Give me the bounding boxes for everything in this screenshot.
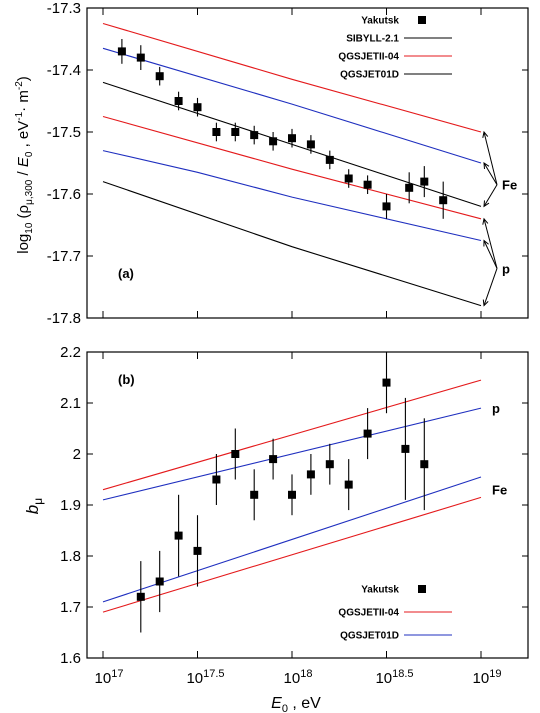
data-point	[288, 134, 296, 143]
series-line-sibyll-2.1-p	[102, 181, 482, 307]
y-tick-label: 2.1	[60, 395, 81, 412]
annotation-arrowhead	[483, 162, 490, 170]
data-point	[155, 72, 164, 81]
data-point	[405, 183, 414, 192]
annotation-arrow	[483, 184, 498, 207]
y-axis-label: bμ	[23, 498, 45, 514]
data-point	[344, 174, 353, 183]
data-point	[401, 444, 410, 453]
legend-label: SIBYLL-2.1	[346, 34, 399, 45]
annotation-arrow	[483, 218, 498, 269]
data-point	[382, 202, 391, 211]
data-point	[269, 455, 278, 464]
x-tick-label: 1018.5	[375, 668, 413, 687]
data-point	[306, 470, 315, 479]
annotation-label: p	[492, 401, 500, 416]
data-point	[212, 475, 221, 484]
data-point	[174, 97, 183, 105]
data-point	[382, 378, 391, 387]
series-line-qgsjet01d-fe	[102, 47, 482, 164]
plot-frame	[86, 351, 529, 659]
x-tick-label: 1019	[473, 668, 502, 687]
legend-label: QGSJET01D	[340, 70, 399, 81]
legend-label: QGSJETII-04	[338, 608, 399, 619]
legend-marker	[418, 16, 426, 24]
series-line-qgsjet01d-p	[102, 407, 482, 501]
data-point	[363, 180, 372, 189]
data-point	[136, 592, 145, 601]
annotation-label: p	[502, 261, 510, 276]
y-tick-label: -17.4	[47, 62, 81, 79]
data-point	[136, 53, 145, 62]
y-tick-label: 1.9	[60, 497, 81, 514]
legend-label: QGSJET01D	[340, 631, 399, 642]
panel-label: (a)	[118, 266, 134, 281]
panel-b: 2.2 2.1 2 1.9 1.8 1.7 1.6 Yakutsk QGSJETII-04 QGS…	[23, 344, 529, 713]
data-point	[325, 460, 334, 469]
annotation-arrow	[483, 162, 498, 185]
data-point	[325, 155, 334, 164]
annotation-label: Fe	[502, 178, 517, 193]
data-point	[193, 103, 202, 112]
annotation-arrowhead	[482, 130, 489, 138]
series-line-qgsjetii-04-fe	[102, 22, 482, 133]
x-tick-label: 1018	[284, 668, 313, 687]
data-point	[231, 128, 240, 136]
data-point	[117, 47, 126, 56]
x-tick-label: 1017	[95, 668, 124, 687]
plot-frame	[86, 7, 529, 319]
data-point	[420, 460, 429, 469]
panel-label: (b)	[118, 372, 135, 387]
panel-a: -17.3 -17.4 -17.5 -17.6 -17.7 -17.8 Yakutsk SIB…	[14, 0, 529, 327]
legend-label: Yakutsk	[361, 585, 399, 596]
series-line-qgsjet01d-fe	[102, 476, 482, 603]
annotation-arrowhead	[482, 217, 489, 225]
data-point	[231, 450, 240, 458]
series-line-qgsjetii-04-p	[102, 379, 482, 491]
y-tick-label: 1.7	[60, 599, 81, 616]
y-tick-label: -17.7	[47, 248, 81, 265]
y-tick-label: 2.2	[60, 344, 81, 361]
legend-label: Yakutsk	[361, 16, 399, 27]
y-tick-label: 2	[73, 446, 81, 463]
annotation-arrowhead	[483, 200, 490, 208]
data-point	[212, 128, 221, 136]
annotation-arrow	[483, 240, 498, 269]
annotation-arrow	[483, 268, 498, 306]
legend-label: QGSJETII-04	[338, 52, 399, 63]
annotation-arrowhead	[482, 299, 489, 307]
data-point	[344, 480, 353, 489]
annotation-label: Fe	[492, 483, 507, 498]
y-tick-label: -17.8	[47, 310, 81, 327]
y-tick-label: -17.5	[47, 124, 81, 141]
y-tick-label: -17.6	[47, 186, 81, 203]
y-tick-label: -17.3	[47, 0, 81, 17]
data-point	[250, 490, 259, 499]
series-line-qgsjetii-04-p	[102, 115, 482, 220]
data-point	[269, 137, 278, 146]
series-line-qgsjetii-04-fe	[102, 496, 482, 613]
data-point	[363, 429, 372, 438]
y-tick-label: 1.6	[60, 650, 81, 667]
y-axis-label: log10 (ρμ,300 / E0 , eV-1· m-2)	[14, 76, 35, 254]
data-point	[439, 196, 448, 205]
data-point	[193, 546, 202, 555]
data-point	[420, 177, 429, 186]
data-point	[250, 131, 259, 140]
x-axis-label: E0 , eV	[271, 695, 321, 713]
data-point	[288, 490, 296, 499]
data-point	[174, 531, 183, 540]
legend-marker	[418, 585, 426, 593]
data-point	[306, 140, 315, 149]
data-point	[155, 577, 164, 586]
y-tick-label: 1.8	[60, 548, 81, 565]
annotation-arrowhead	[483, 239, 489, 247]
annotation-arrow	[483, 131, 498, 185]
x-tick-label: 1017.5	[186, 668, 224, 687]
